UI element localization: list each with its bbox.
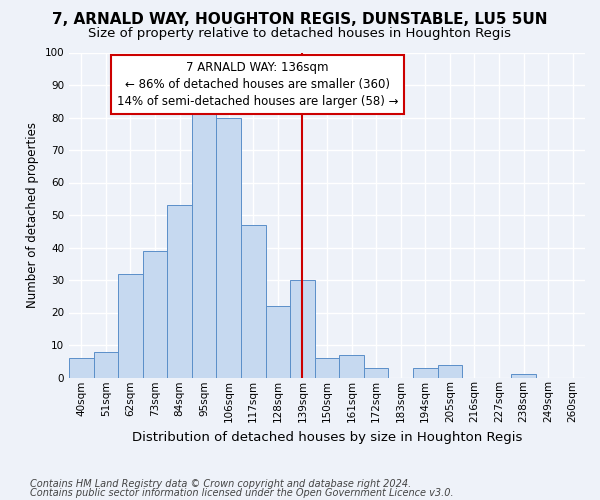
- Text: 7 ARNALD WAY: 136sqm
← 86% of detached houses are smaller (360)
14% of semi-deta: 7 ARNALD WAY: 136sqm ← 86% of detached h…: [116, 60, 398, 108]
- X-axis label: Distribution of detached houses by size in Houghton Regis: Distribution of detached houses by size …: [132, 430, 522, 444]
- Bar: [290, 280, 315, 378]
- Text: Size of property relative to detached houses in Houghton Regis: Size of property relative to detached ho…: [89, 28, 511, 40]
- Bar: [364, 368, 388, 378]
- Bar: [192, 114, 217, 378]
- Bar: [315, 358, 339, 378]
- Bar: [413, 368, 437, 378]
- Bar: [69, 358, 94, 378]
- Text: Contains HM Land Registry data © Crown copyright and database right 2024.: Contains HM Land Registry data © Crown c…: [30, 479, 411, 489]
- Bar: [511, 374, 536, 378]
- Bar: [241, 225, 266, 378]
- Bar: [118, 274, 143, 378]
- Bar: [339, 355, 364, 378]
- Bar: [217, 118, 241, 378]
- Y-axis label: Number of detached properties: Number of detached properties: [26, 122, 39, 308]
- Bar: [143, 251, 167, 378]
- Bar: [94, 352, 118, 378]
- Text: 7, ARNALD WAY, HOUGHTON REGIS, DUNSTABLE, LU5 5UN: 7, ARNALD WAY, HOUGHTON REGIS, DUNSTABLE…: [52, 12, 548, 28]
- Text: Contains public sector information licensed under the Open Government Licence v3: Contains public sector information licen…: [30, 488, 454, 498]
- Bar: [167, 205, 192, 378]
- Bar: [266, 306, 290, 378]
- Bar: [437, 364, 462, 378]
